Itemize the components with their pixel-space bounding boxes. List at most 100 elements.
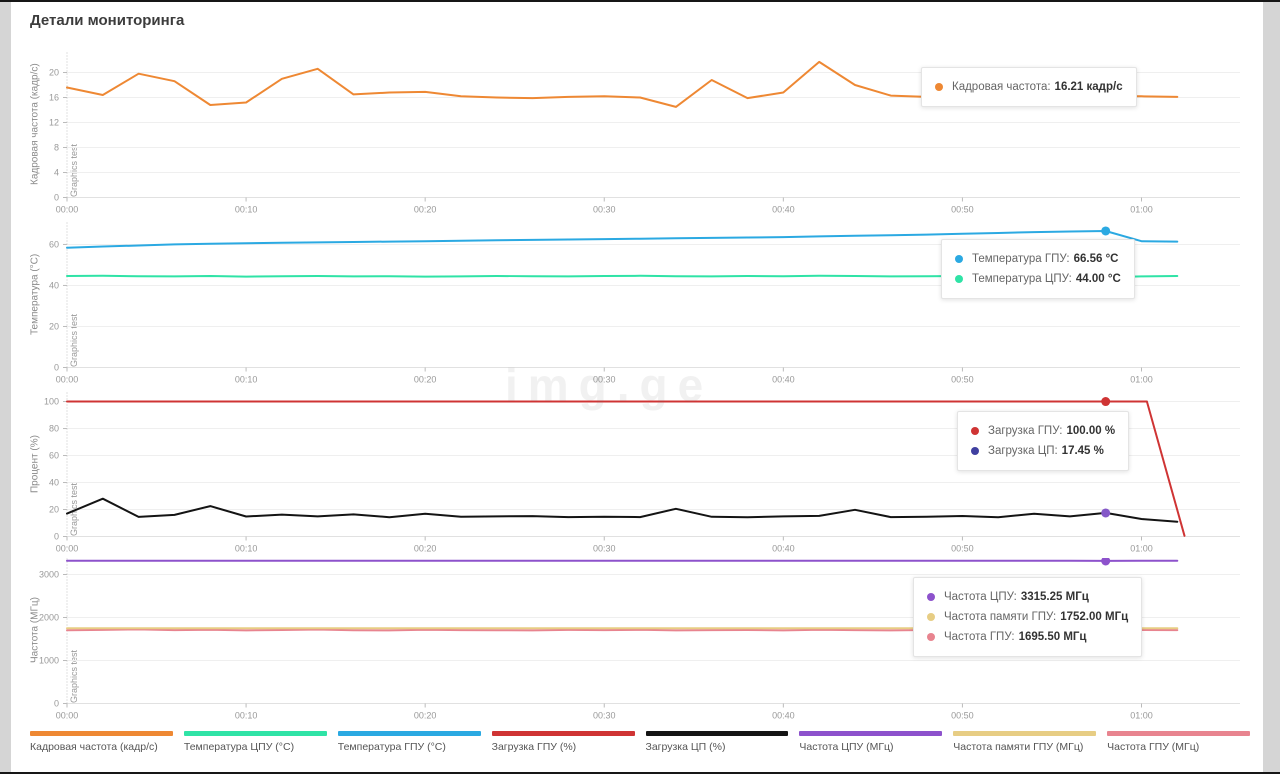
x-tick-label: 00:20 [414,205,437,215]
x-tick-label: 01:00 [1130,205,1153,215]
x-tick-label: 00:50 [951,205,974,215]
tooltip-label: Частота ЦПУ: [944,591,1017,603]
x-tick-label: 00:20 [414,375,437,385]
tooltip-value: 100.00 % [1066,425,1116,437]
legend-swatch [799,731,943,736]
tooltip-label: Загрузка ЦП: [988,445,1058,457]
frequency-tooltip: Частота ЦПУ: 3315.25 МГц Частота памяти … [913,577,1143,657]
page-edge-top [0,0,1280,2]
y-tick-label: 0 [54,363,59,373]
legend-label: Частота ЦПУ (МГц) [799,741,894,753]
y-tick-label: 40 [49,280,59,290]
legend-label: Загрузка ЦП (%) [645,741,726,753]
tooltip-value: 16.21 кадр/с [1054,81,1123,93]
x-tick-label: 00:00 [56,205,79,215]
highlight-marker [1101,226,1111,236]
x-tick-label: 00:00 [56,711,79,721]
x-tick-label: 01:00 [1130,711,1153,721]
y-tick-label: 60 [49,239,59,249]
page-edge-right [1263,2,1280,772]
page-title: Детали мониторинга [30,12,185,29]
legend-swatch [491,731,635,736]
tooltip-value: 1752.00 МГц [1060,611,1129,623]
tooltip-label: Температура ГПУ: [972,253,1070,265]
series-line [66,230,1179,249]
series-dot-icon [971,427,979,435]
legend-item-gpu-mem-freq[interactable]: Частота памяти ГПУ (МГц) [953,731,1097,753]
legend-swatch [1107,731,1250,736]
page-edge-bottom [0,772,1280,774]
series-dot-icon [971,447,979,455]
legend-label: Кадровая частота (кадр/с) [30,741,158,753]
series-dot-icon [927,593,935,601]
y-tick-label: 0 [54,193,59,203]
legend-label: Частота ГПУ (МГц) [1107,741,1200,753]
y-tick-label: 16 [49,93,59,103]
y-tick-label: 3000 [39,569,59,579]
tooltip-label: Температура ЦПУ: [972,273,1072,285]
tooltip-row: Частота ЦПУ: 3315.25 МГц [927,587,1128,607]
legend-label: Температура ЦПУ (°C) [183,741,295,753]
tooltip-row: Температура ЦПУ: 44.00 °C [955,269,1121,289]
x-tick-label: 00:20 [414,711,437,721]
x-tick-label: 00:40 [772,205,795,215]
y-tick-label: 20 [49,68,59,78]
legend-swatch [337,731,481,736]
x-tick-label: 00:30 [593,205,616,215]
percent-plot[interactable]: 0 20 40 60 80 100 00:00 00:10 00:20 00:30 00:40 00:… [24,392,1240,560]
tooltip-label: Загрузка ГПУ: [988,425,1063,437]
highlight-marker [1101,508,1111,518]
y-tick-label: 0 [54,699,59,709]
legend-swatch [183,731,327,736]
tooltip-row: Загрузка ЦП: 17.45 % [971,441,1115,461]
legend-item-cpu-temp[interactable]: Температура ЦПУ (°C) [183,731,327,753]
x-tick-label: 00:10 [235,375,258,385]
x-tick-label: 00:50 [951,375,974,385]
legend-label: Температура ГПУ (°C) [337,741,446,753]
temperature-tooltip: Температура ГПУ: 66.56 °C Температура ЦП… [941,239,1135,299]
tooltip-row: Температура ГПУ: 66.56 °C [955,249,1121,269]
x-tick-label: 00:40 [772,544,795,554]
legend: Кадровая частота (кадр/с) Температура ЦП… [30,731,1250,753]
legend-item-frame-rate[interactable]: Кадровая частота (кадр/с) [30,731,173,753]
y-tick-label: 20 [49,321,59,331]
y-tick-label: 40 [49,478,59,488]
x-tick-label: 00:30 [593,544,616,554]
y-tick-label: 0 [54,532,59,542]
tooltip-value: 44.00 °C [1075,273,1121,285]
y-tick-label: 1000 [39,655,59,665]
x-tick-label: 01:00 [1130,544,1153,554]
series-dot-icon [927,613,935,621]
legend-item-gpu-freq[interactable]: Частота ГПУ (МГц) [1107,731,1250,753]
legend-swatch [30,731,173,736]
tooltip-value: 1695.50 МГц [1018,631,1087,643]
y-tick-label: 80 [49,424,59,434]
x-tick-label: 00:40 [772,375,795,385]
series-line [66,400,1186,537]
y-tick-label: 2000 [39,612,59,622]
series-line [66,497,1179,523]
series-dot-icon [927,633,935,641]
x-tick-label: 00:30 [593,375,616,385]
tooltip-value: 66.56 °C [1073,253,1119,265]
tooltip-value: 3315.25 МГц [1020,591,1089,603]
legend-item-cpu-freq[interactable]: Частота ЦПУ (МГц) [799,731,943,753]
y-tick-label: 60 [49,451,59,461]
legend-item-gpu-load[interactable]: Загрузка ГПУ (%) [491,731,635,753]
x-tick-label: 00:00 [56,375,79,385]
tooltip-label: Частота ГПУ: [944,631,1015,643]
legend-label: Загрузка ГПУ (%) [491,741,577,753]
highlight-marker [1101,397,1111,407]
x-tick-label: 00:50 [951,544,974,554]
legend-label: Частота памяти ГПУ (МГц) [953,741,1084,753]
y-tick-label: 8 [54,143,59,153]
y-tick-label: 12 [49,118,59,128]
legend-item-gpu-temp[interactable]: Температура ГПУ (°C) [337,731,481,753]
legend-swatch [645,731,789,736]
load-tooltip: Загрузка ГПУ: 100.00 % Загрузка ЦП: 17.4… [957,411,1130,471]
tooltip-row: Загрузка ГПУ: 100.00 % [971,421,1115,441]
series-dot-icon [955,255,963,263]
tooltip-label: Кадровая частота: [952,81,1051,93]
x-tick-label: 00:10 [235,711,258,721]
legend-item-cpu-load[interactable]: Загрузка ЦП (%) [645,731,789,753]
